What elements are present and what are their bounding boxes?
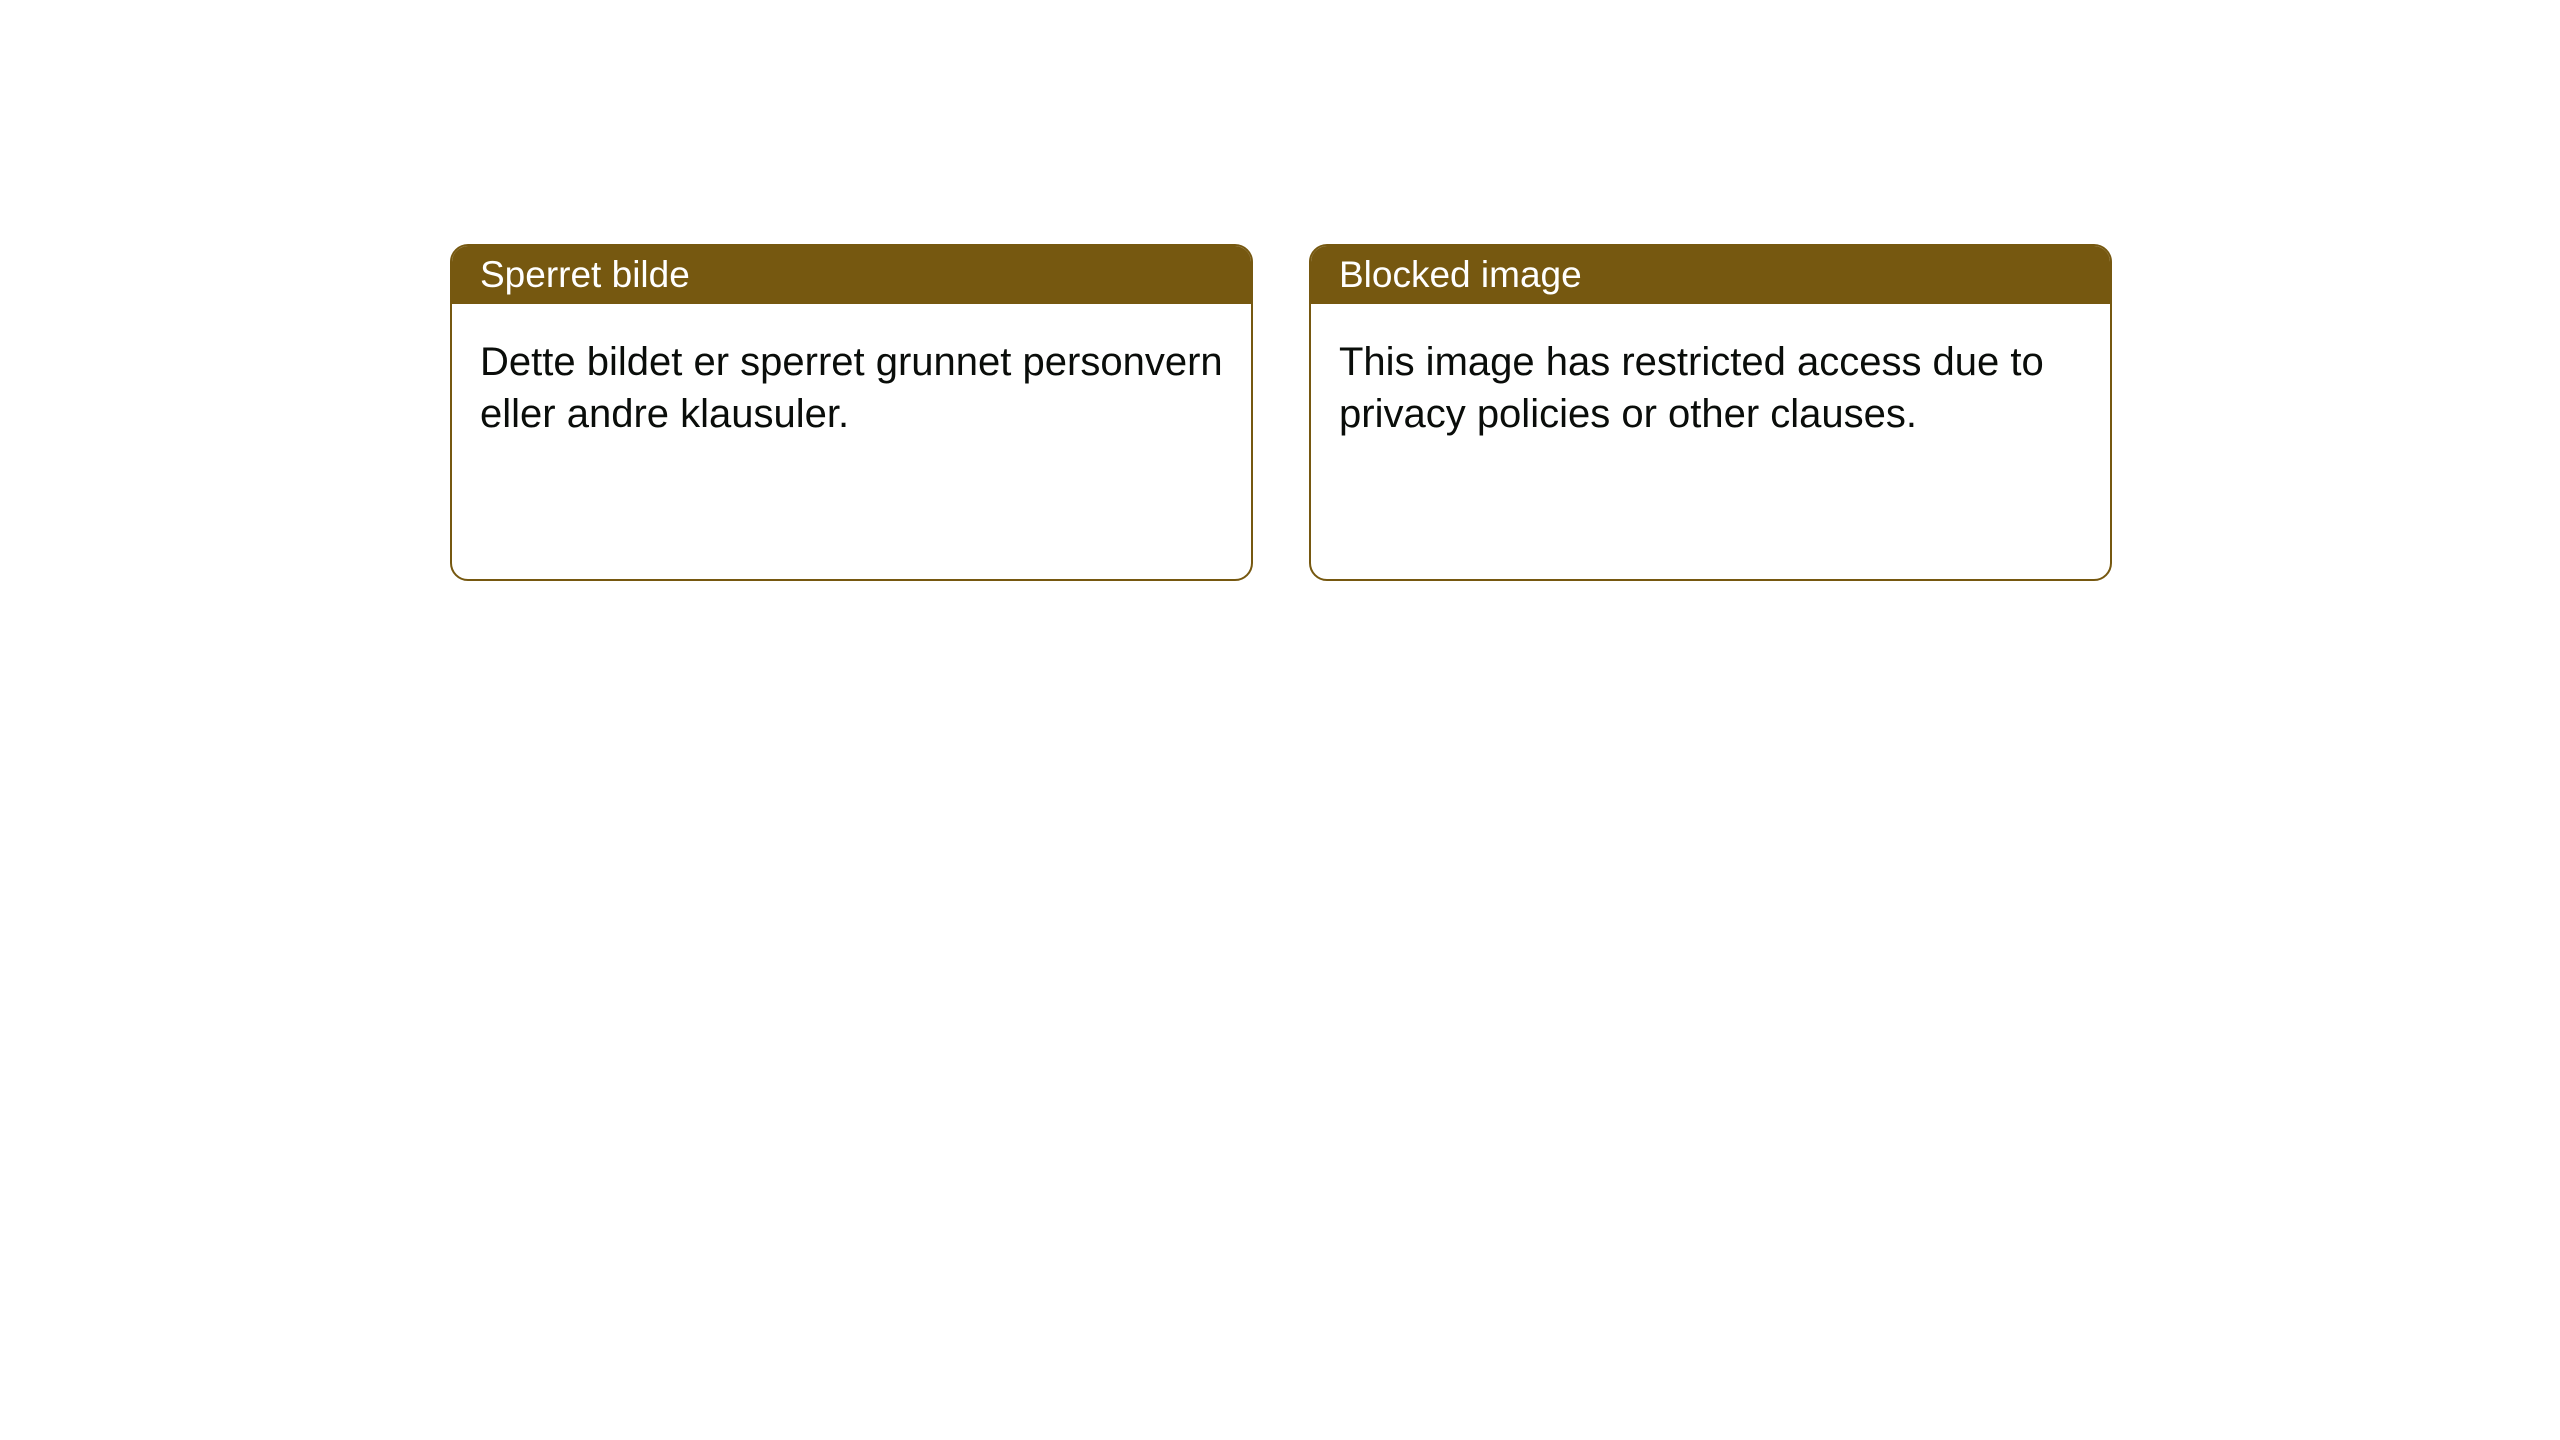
- notice-card-header: Sperret bilde: [452, 246, 1251, 304]
- notice-card-title: Sperret bilde: [480, 254, 690, 296]
- notice-card-body: This image has restricted access due to …: [1311, 304, 2110, 579]
- notice-card-english: Blocked image This image has restricted …: [1309, 244, 2112, 581]
- notice-cards-container: Sperret bilde Dette bildet er sperret gr…: [450, 244, 2112, 581]
- notice-card-body: Dette bildet er sperret grunnet personve…: [452, 304, 1251, 579]
- notice-card-header: Blocked image: [1311, 246, 2110, 304]
- notice-card-body-text: Dette bildet er sperret grunnet personve…: [480, 340, 1223, 436]
- notice-card-norwegian: Sperret bilde Dette bildet er sperret gr…: [450, 244, 1253, 581]
- notice-card-body-text: This image has restricted access due to …: [1339, 340, 2044, 436]
- notice-card-title: Blocked image: [1339, 254, 1582, 296]
